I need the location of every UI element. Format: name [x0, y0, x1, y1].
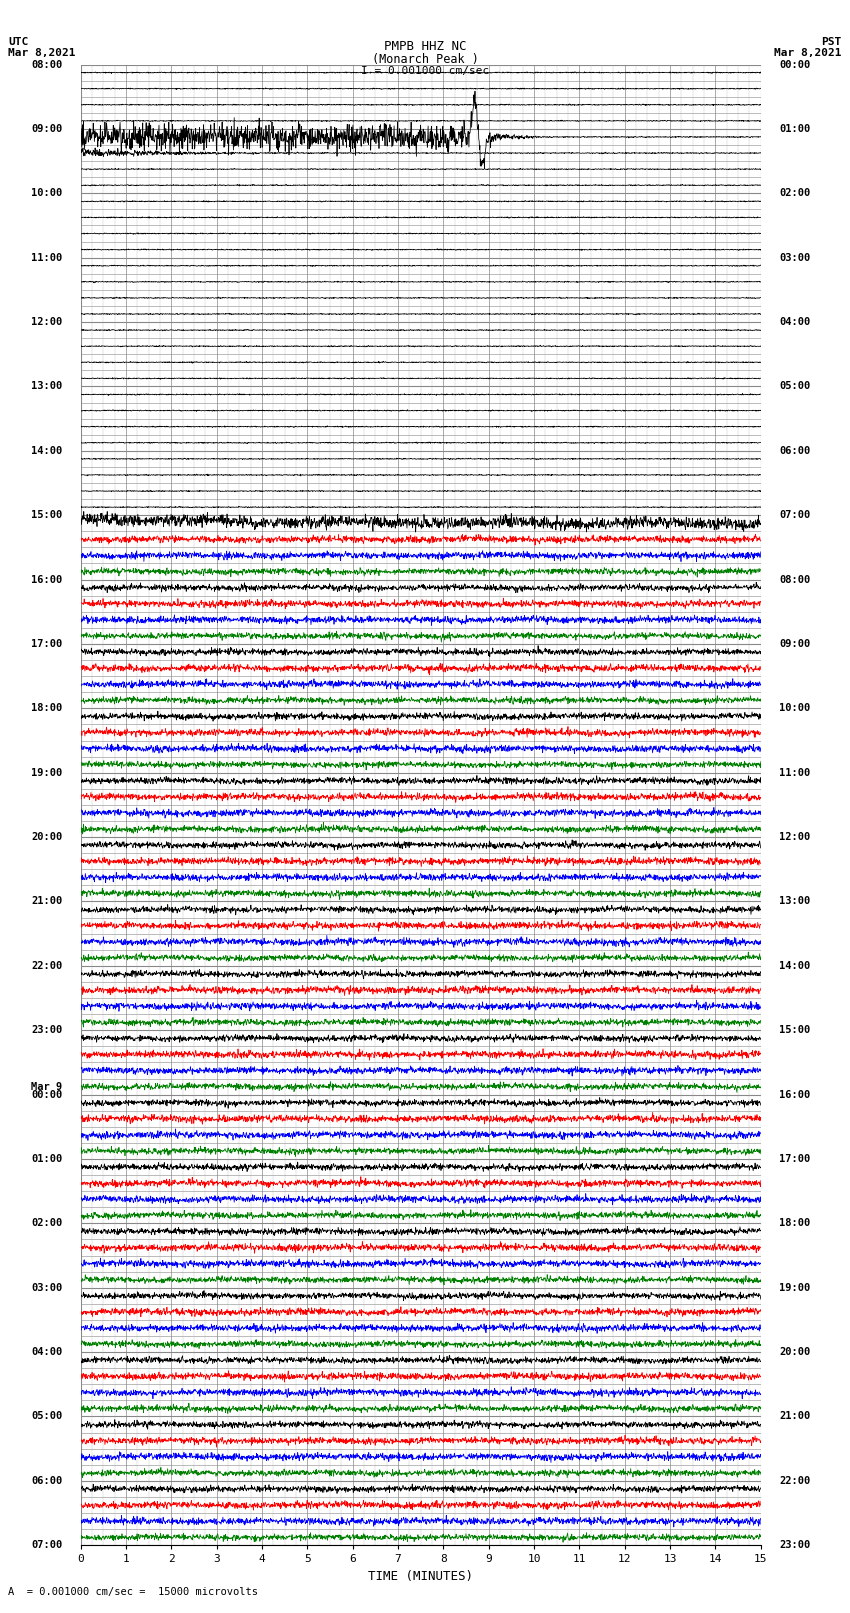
- Text: 17:00: 17:00: [31, 639, 63, 648]
- Text: 16:00: 16:00: [779, 1090, 810, 1100]
- Text: Mar 9: Mar 9: [31, 1082, 63, 1092]
- Text: 22:00: 22:00: [779, 1476, 810, 1486]
- Text: 07:00: 07:00: [31, 1540, 63, 1550]
- Text: 08:00: 08:00: [31, 60, 63, 69]
- Text: Mar 8,2021: Mar 8,2021: [774, 48, 842, 58]
- Text: 19:00: 19:00: [31, 768, 63, 777]
- Text: 05:00: 05:00: [779, 381, 810, 392]
- Text: 23:00: 23:00: [31, 1026, 63, 1036]
- Text: 21:00: 21:00: [31, 897, 63, 907]
- Text: (Monarch Peak ): (Monarch Peak ): [371, 53, 479, 66]
- Text: 02:00: 02:00: [31, 1218, 63, 1229]
- Text: 22:00: 22:00: [31, 961, 63, 971]
- Text: 15:00: 15:00: [31, 510, 63, 519]
- Text: 18:00: 18:00: [779, 1218, 810, 1229]
- Text: 02:00: 02:00: [779, 189, 810, 198]
- Text: 06:00: 06:00: [31, 1476, 63, 1486]
- Text: 12:00: 12:00: [31, 318, 63, 327]
- Text: PST: PST: [821, 37, 842, 47]
- Text: 04:00: 04:00: [779, 318, 810, 327]
- Text: Mar 8,2021: Mar 8,2021: [8, 48, 76, 58]
- Text: 00:00: 00:00: [779, 60, 810, 69]
- Text: UTC: UTC: [8, 37, 29, 47]
- Text: 08:00: 08:00: [779, 574, 810, 584]
- Text: 03:00: 03:00: [779, 253, 810, 263]
- Text: 20:00: 20:00: [779, 1347, 810, 1357]
- Text: 17:00: 17:00: [779, 1153, 810, 1165]
- Text: 11:00: 11:00: [779, 768, 810, 777]
- Text: 23:00: 23:00: [779, 1540, 810, 1550]
- Text: 10:00: 10:00: [31, 189, 63, 198]
- Text: 06:00: 06:00: [779, 445, 810, 456]
- Text: 11:00: 11:00: [31, 253, 63, 263]
- Text: 21:00: 21:00: [779, 1411, 810, 1421]
- X-axis label: TIME (MINUTES): TIME (MINUTES): [368, 1569, 473, 1582]
- Text: 14:00: 14:00: [779, 961, 810, 971]
- Text: 09:00: 09:00: [779, 639, 810, 648]
- Text: 16:00: 16:00: [31, 574, 63, 584]
- Text: 19:00: 19:00: [779, 1282, 810, 1292]
- Text: 13:00: 13:00: [779, 897, 810, 907]
- Text: 00:00: 00:00: [31, 1090, 63, 1100]
- Text: I = 0.001000 cm/sec: I = 0.001000 cm/sec: [361, 66, 489, 76]
- Text: 01:00: 01:00: [779, 124, 810, 134]
- Text: 03:00: 03:00: [31, 1282, 63, 1292]
- Text: 05:00: 05:00: [31, 1411, 63, 1421]
- Text: 12:00: 12:00: [779, 832, 810, 842]
- Text: 15:00: 15:00: [779, 1026, 810, 1036]
- Text: PMPB HHZ NC: PMPB HHZ NC: [383, 40, 467, 53]
- Text: 10:00: 10:00: [779, 703, 810, 713]
- Text: 09:00: 09:00: [31, 124, 63, 134]
- Text: 13:00: 13:00: [31, 381, 63, 392]
- Text: 04:00: 04:00: [31, 1347, 63, 1357]
- Text: 20:00: 20:00: [31, 832, 63, 842]
- Text: 01:00: 01:00: [31, 1153, 63, 1165]
- Text: 18:00: 18:00: [31, 703, 63, 713]
- Text: 14:00: 14:00: [31, 445, 63, 456]
- Text: A  = 0.001000 cm/sec =  15000 microvolts: A = 0.001000 cm/sec = 15000 microvolts: [8, 1587, 258, 1597]
- Text: 07:00: 07:00: [779, 510, 810, 519]
